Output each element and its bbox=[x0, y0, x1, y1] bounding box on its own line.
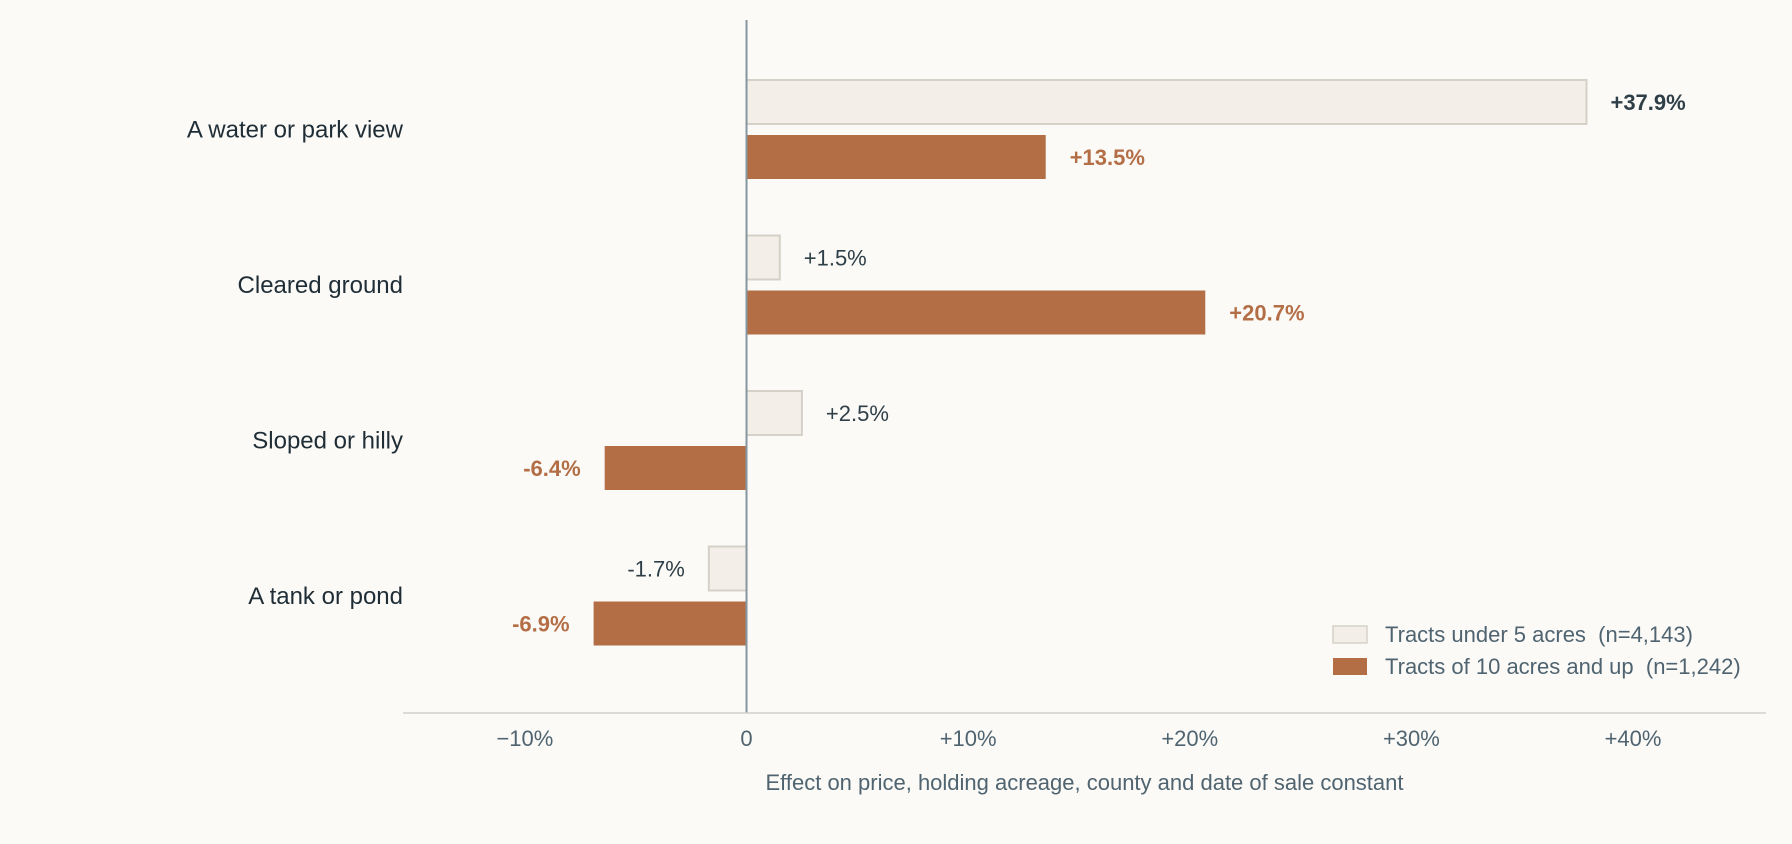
data-label: +1.5% bbox=[804, 246, 867, 271]
category-label: A water or park view bbox=[187, 117, 404, 144]
bar-small-tracts bbox=[745, 234, 781, 281]
bar-large-tracts bbox=[746, 135, 1046, 179]
value-labels-group: +37.9% +13.5% +1.5% +20.7% +2.5% -6.4% -1.7% -6… bbox=[512, 90, 1686, 637]
legend-label: Tracts of 10 acres and up (n=1,242) bbox=[1385, 654, 1741, 679]
bar-large-tracts bbox=[593, 601, 747, 646]
bar-small-tracts bbox=[745, 390, 803, 436]
x-tick-label: +20% bbox=[1161, 726, 1218, 751]
x-tick-label: −10% bbox=[496, 726, 553, 751]
category-label: Cleared ground bbox=[238, 272, 403, 299]
legend-swatch bbox=[1333, 658, 1367, 675]
bar-large-tracts bbox=[604, 446, 747, 490]
data-label: +2.5% bbox=[826, 401, 889, 426]
data-label: -6.9% bbox=[512, 612, 569, 637]
bar-large-tracts bbox=[746, 290, 1206, 335]
x-tick-label: +40% bbox=[1605, 726, 1662, 751]
x-tick-labels-group: −10% 0 +10% +20% +30% +40% bbox=[496, 726, 1661, 751]
data-label: -6.4% bbox=[523, 456, 580, 481]
category-labels-group: A water or park view Cleared ground Sloped… bbox=[187, 117, 404, 611]
category-label: A tank or pond bbox=[248, 583, 403, 610]
x-axis-title: Effect on price, holding acreage, county… bbox=[765, 770, 1403, 795]
x-tick-label: +30% bbox=[1383, 726, 1440, 751]
legend-swatch bbox=[1332, 625, 1368, 644]
data-label: +37.9% bbox=[1610, 90, 1685, 115]
category-label: Sloped or hilly bbox=[252, 428, 403, 455]
bar-small-tracts bbox=[707, 545, 748, 592]
data-label: -1.7% bbox=[627, 557, 684, 582]
data-label: +20.7% bbox=[1229, 301, 1304, 326]
bars-group bbox=[593, 79, 1588, 646]
bar-small-tracts bbox=[745, 79, 1588, 125]
x-tick-label: +10% bbox=[940, 726, 997, 751]
x-tick-label: 0 bbox=[740, 726, 752, 751]
legend: Tracts under 5 acres (n=4,143) Tracts of … bbox=[1332, 622, 1741, 679]
data-label: +13.5% bbox=[1070, 145, 1145, 170]
legend-label: Tracts under 5 acres (n=4,143) bbox=[1385, 622, 1693, 647]
